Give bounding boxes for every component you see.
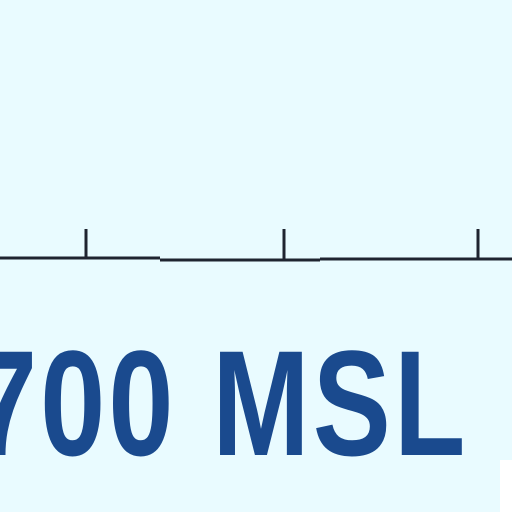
altitude-label: 700 MSL xyxy=(0,319,469,487)
edge-strip xyxy=(500,460,512,512)
